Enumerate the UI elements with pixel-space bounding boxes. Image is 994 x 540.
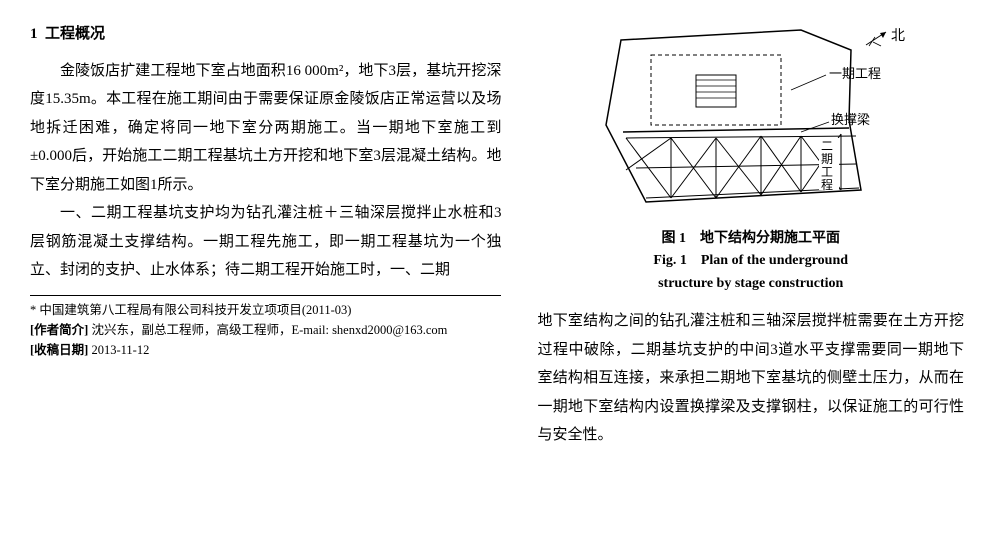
footnote-separator	[30, 295, 501, 296]
two-column-layout: 1 工程概况 金陵饭店扩建工程地下室占地面积16 000m²，地下3层，基坑开挖…	[30, 20, 964, 450]
footnote-author-text: 沈兴东，副总工程师，高级工程师，E-mail: shenxd2000@163.c…	[91, 323, 447, 337]
section-title: 工程概况	[45, 26, 105, 42]
figure-caption-en-1: Fig. 1 Plan of the underground	[537, 250, 964, 272]
footnote-author-label: [作者简介]	[30, 323, 88, 337]
section-heading: 1 工程概况	[30, 20, 501, 49]
figure-1-svg: 北 一期工程 换撑梁 二 期 工 程	[591, 20, 911, 220]
phase1-label: 一期工程	[829, 66, 881, 81]
north-icon	[866, 32, 886, 46]
figure-caption-en-2: structure by stage construction	[537, 273, 964, 295]
footnote-date-text: 2013-11-12	[91, 343, 149, 357]
phase2-label-d: 程	[821, 177, 833, 192]
phase2-label-c: 工	[821, 165, 833, 179]
left-column: 1 工程概况 金陵饭店扩建工程地下室占地面积16 000m²，地下3层，基坑开挖…	[30, 20, 501, 450]
paragraph-2: 一、二期工程基坑支护均为钻孔灌注桩＋三轴深层搅拌止水桩和3层钢筋混凝土支撑结构。…	[30, 199, 501, 285]
footnotes: * 中国建筑第八工程局有限公司科技开发立项项目(2011-03) [作者简介] …	[30, 300, 501, 360]
north-label: 北	[891, 28, 905, 44]
phase-divider	[623, 128, 849, 132]
figure-1: 北 一期工程 换撑梁 二 期 工 程	[537, 20, 964, 220]
paragraph-1: 金陵饭店扩建工程地下室占地面积16 000m²，地下3层，基坑开挖深度15.35…	[30, 57, 501, 200]
phase1-box	[651, 55, 781, 125]
figure-caption: 图 1 地下结构分期施工平面 Fig. 1 Plan of the underg…	[537, 228, 964, 295]
phase1-leader	[791, 75, 826, 90]
paragraph-3: 地下室结构之间的钻孔灌注桩和三轴深层搅拌桩需要在土方开挖过程中破除，二期基坑支护…	[537, 307, 964, 450]
figure-caption-cn: 图 1 地下结构分期施工平面	[537, 228, 964, 250]
phase2-label-a: 二	[821, 139, 833, 153]
section-number: 1	[30, 26, 38, 42]
footnote-project: * 中国建筑第八工程局有限公司科技开发立项项目(2011-03)	[30, 300, 501, 320]
beam-leader	[801, 122, 829, 132]
beam-label: 换撑梁	[831, 112, 870, 127]
phase2-label-b: 期	[821, 152, 833, 166]
footnote-date-label: [收稿日期]	[30, 343, 88, 357]
footnote-author: [作者简介] 沈兴东，副总工程师，高级工程师，E-mail: shenxd200…	[30, 320, 501, 340]
footnote-date: [收稿日期] 2013-11-12	[30, 340, 501, 360]
right-column: 北 一期工程 换撑梁 二 期 工 程 图 1 地下结构分期施工平面 Fig. 1…	[537, 20, 964, 450]
